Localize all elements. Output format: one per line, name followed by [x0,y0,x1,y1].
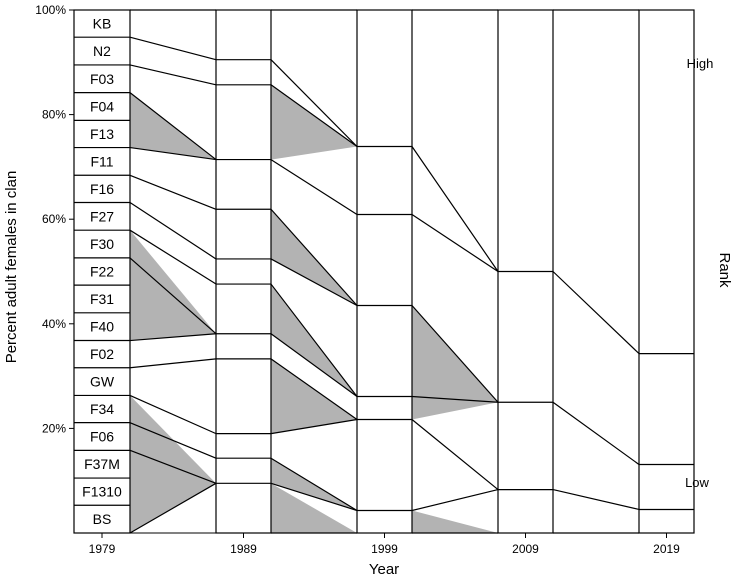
y-tick-label-80: 80% [42,108,66,122]
shaded-region-0-1 [130,230,216,341]
y-tick-label-20: 20% [42,421,66,435]
connector-line-1-3 [270,159,358,215]
connector-line-0-13 [129,449,217,484]
connector-line-1-11 [270,482,358,512]
rank-high-label: High [687,56,714,71]
connector-line-2-5 [411,419,499,491]
shaded-region-0-2 [130,395,216,533]
matriline-label-f1310: F1310 [82,484,122,500]
matriline-label-f16: F16 [90,181,114,197]
shaded-regions [130,84,498,533]
connector-line-0-4 [129,146,217,161]
connector-line-1-7 [270,333,358,397]
rank-low-label: Low [685,475,709,490]
connector-line-0-6 [129,201,217,260]
connector-line-1-9 [270,418,358,435]
matriline-label-bs: BS [93,511,112,527]
shaded-region-1-5 [271,483,357,533]
year-columns [73,9,695,534]
connector-line-0-12 [129,422,217,459]
x-axis-title: Year [369,561,399,578]
matriline-label-f34: F34 [90,401,114,417]
matriline-label-f13: F13 [90,126,114,142]
matriline-label-gw: GW [90,374,115,390]
shaded-region-2-0 [412,305,498,420]
connector-line-2-4 [411,395,499,403]
year-column-1989 [215,9,272,534]
connector-line-0-11 [129,394,217,435]
connector-line-1-5 [270,258,358,307]
matriline-label-f11: F11 [90,153,113,169]
shaded-region-2-1 [412,510,498,533]
connector-line-3-3 [552,489,640,511]
connector-line-0-7 [129,229,217,285]
connector-line-0-1 [129,36,217,61]
connector-line-1-2 [270,84,358,147]
connector-line-2-6 [411,489,499,512]
connector-line-0-9 [129,333,217,342]
matriline-label-f04: F04 [90,98,114,114]
y-tick-label-40: 40% [42,317,66,331]
year-column-1999 [356,9,413,534]
connector-line-1-1 [270,59,358,147]
matriline-label-f37m: F37M [84,456,120,472]
connector-line-0-5 [129,174,217,210]
matriline-label-kb: KB [93,16,112,32]
axes: 20% 40% 60% 80% 100% 1979 1989 1999 2009 2019 [35,3,694,556]
shaded-region-1-3 [271,358,357,434]
connector-line-2-3 [411,305,499,403]
matriline-label-f27: F27 [90,208,114,224]
connector-line-0-14 [129,482,217,534]
x-tick-label-2009: 2009 [512,542,539,556]
matriline-label-f22: F22 [90,264,114,280]
connector-line-0-3 [129,92,217,161]
matriline-label-f03: F03 [90,71,114,87]
connector-line-2-1 [411,146,499,272]
connector-line-1-4 [270,208,358,306]
connector-line-1-6 [270,283,358,397]
x-tick-label-1979: 1979 [89,542,116,556]
matriline-boxes: KB N2 F03 F04 F13 F11 F16 F27 F30 F22 F31 F40 F02 GW F… [82,16,122,528]
y-axis-title: Percent adult females in clan [3,171,20,364]
year-column-2019 [638,9,695,534]
x-tick-label-1989: 1989 [230,542,257,556]
matriline-label-f02: F02 [90,346,114,362]
connector-line-0-8 [129,257,217,335]
connector-line-3-2 [552,401,640,465]
matriline-label-f31: F31 [90,291,114,307]
rank-label: Rank [716,252,733,288]
connector-line-1-10 [270,457,358,512]
x-tick-label-1999: 1999 [371,542,398,556]
connector-line-3-1 [552,271,640,355]
y-tick-label-100: 100% [35,3,66,17]
connector-line-2-2 [411,213,499,273]
connector-line-0-2 [129,64,217,86]
matriline-label-n2: N2 [93,43,111,59]
connector-lines [129,9,640,534]
connector-line-1-8 [270,358,358,420]
y-tick-label-60: 60% [42,212,66,226]
x-tick-label-2019: 2019 [653,542,680,556]
matriline-label-f06: F06 [90,429,114,445]
shaded-region-1-0 [271,84,357,160]
matriline-label-f30: F30 [90,236,114,252]
matriline-label-f40: F40 [90,319,114,335]
connector-line-0-10 [129,358,217,369]
